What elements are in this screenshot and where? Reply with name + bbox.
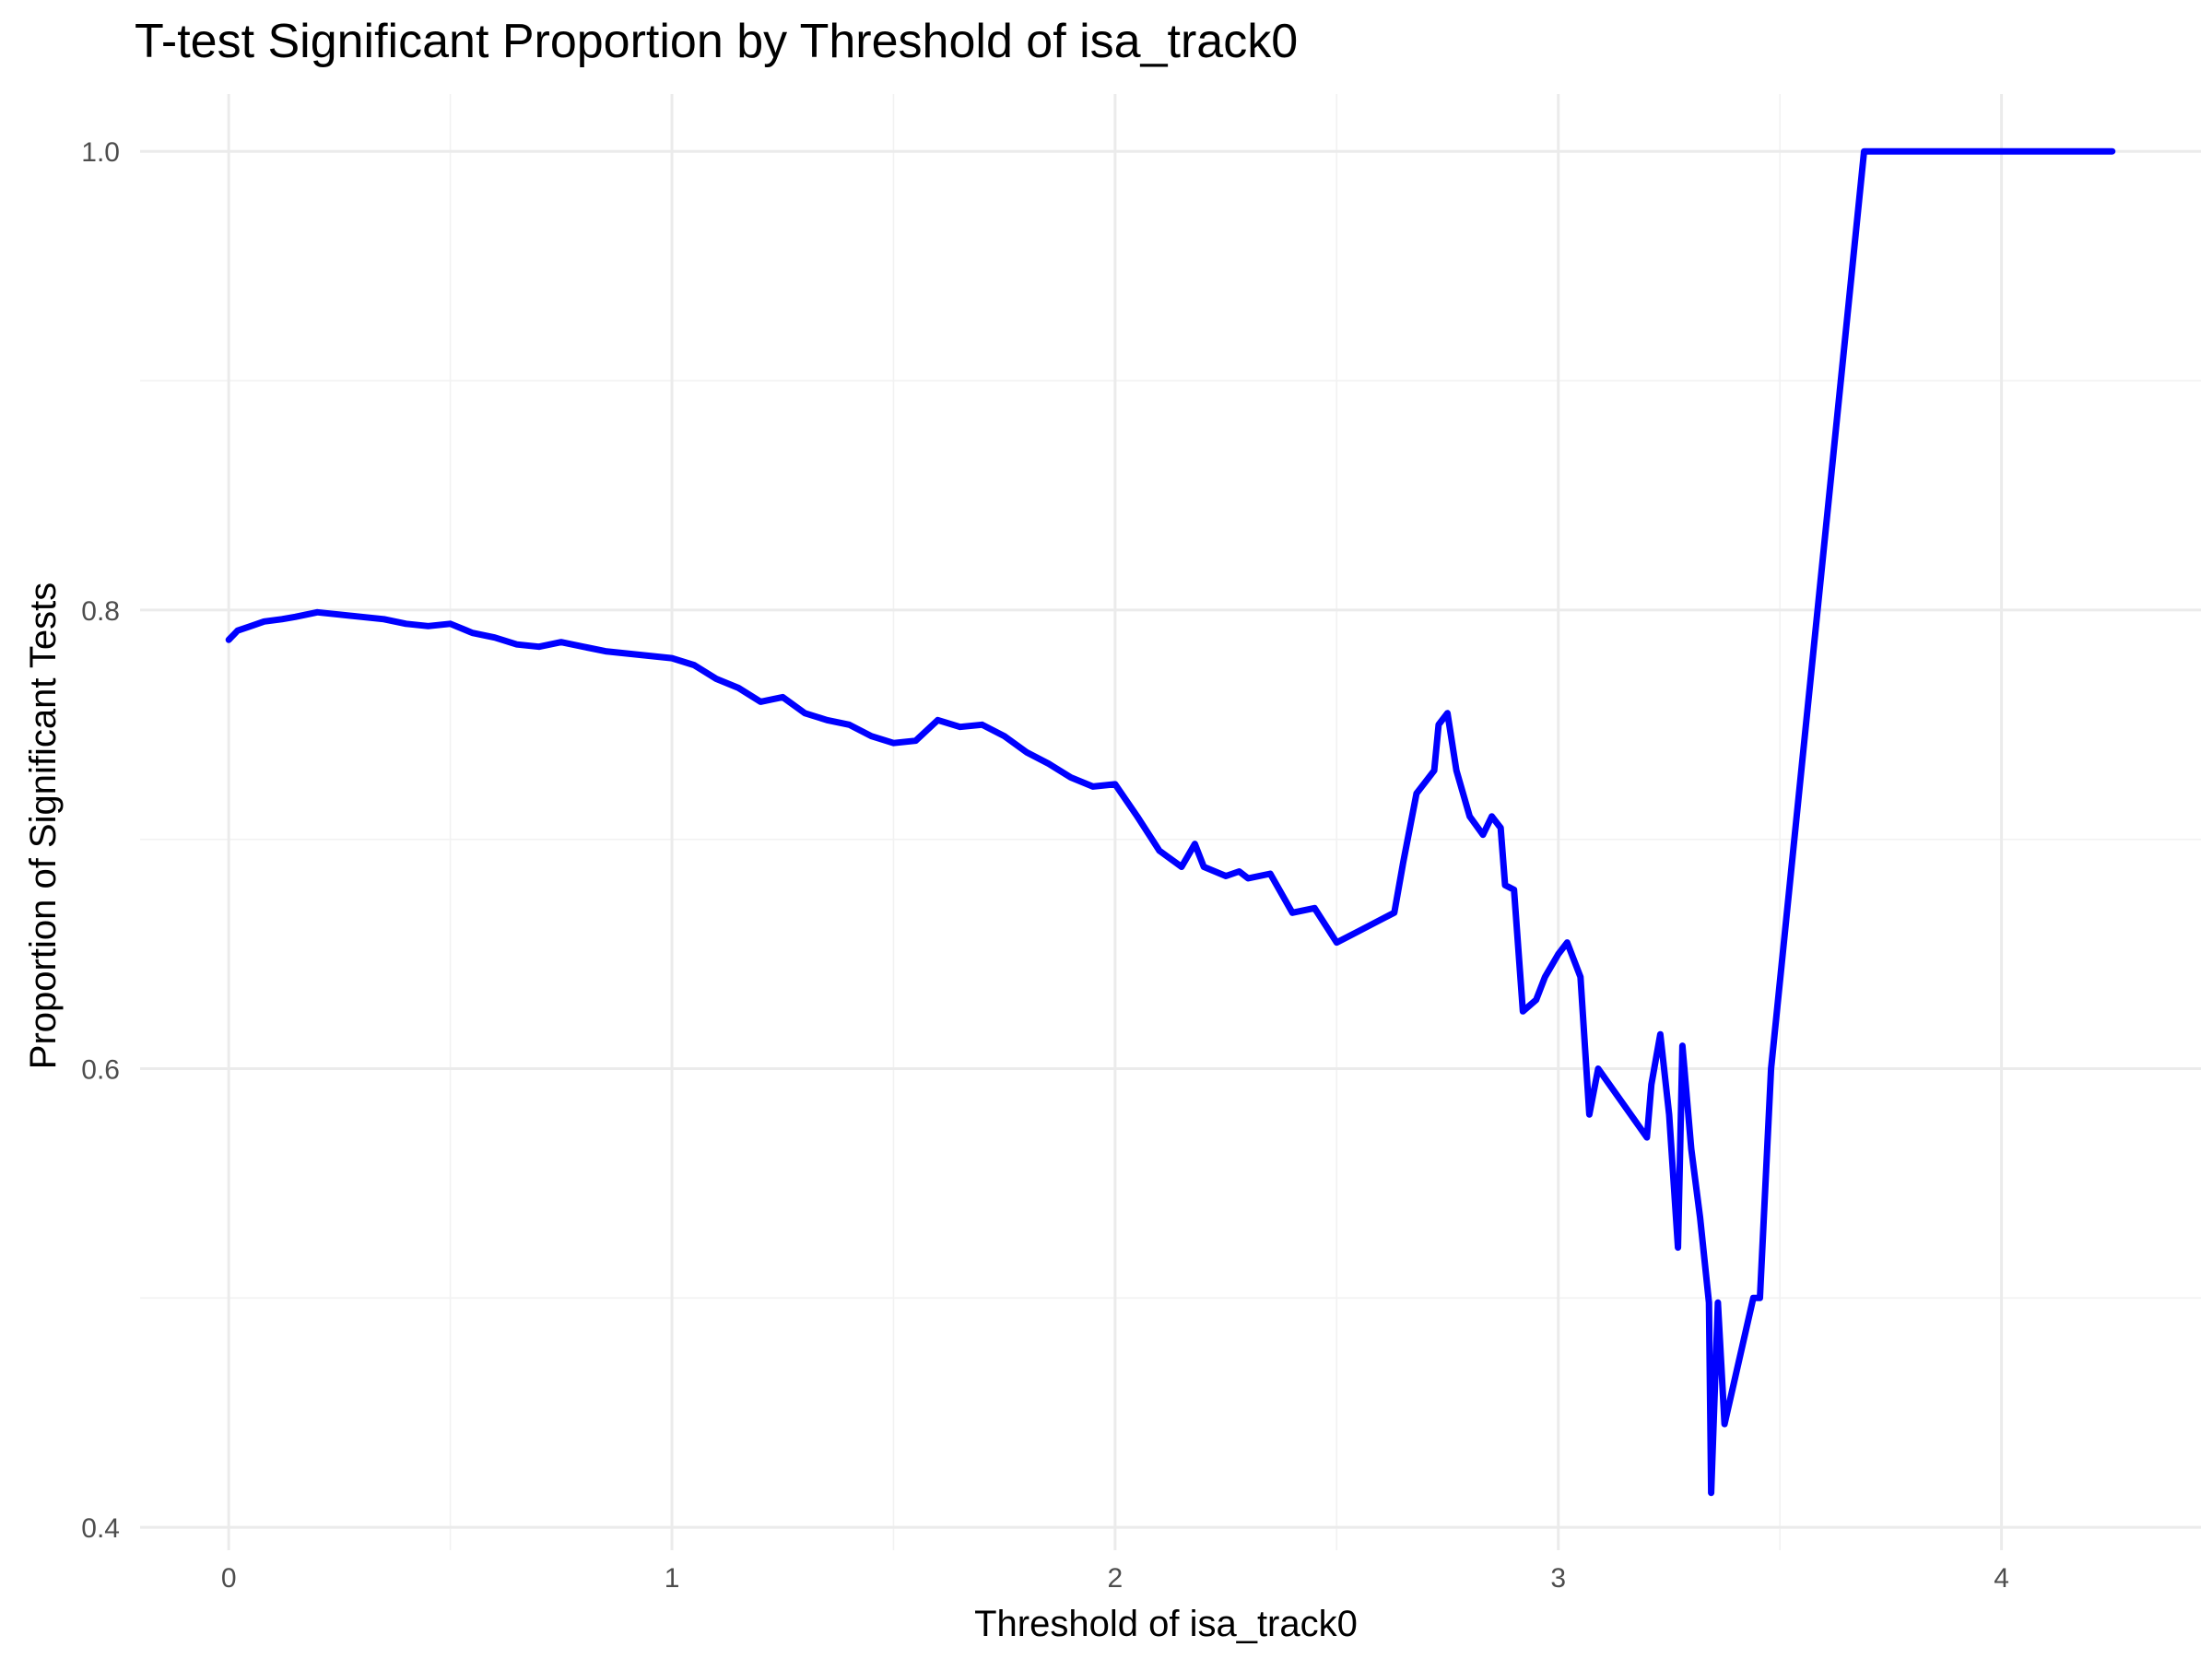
chart-title: T-test Significant Proportion by Thresho… [135,15,1298,68]
x-axis-title: Threshold of isa_track0 [974,1604,1358,1644]
y-axis-ticks: 0.4 0.6 0.8 1.0 [81,137,120,1544]
series-line [225,147,2116,1497]
gridlines [140,94,2201,1550]
y-tick-label: 0.8 [81,596,120,627]
major-gridlines [140,94,2201,1550]
series-group [225,147,2116,1497]
y-axis-title: Proportion of Significant Tests [23,582,64,1069]
y-tick-label: 1.0 [81,137,120,168]
x-tick-label: 0 [221,1563,237,1594]
minor-gridlines [140,94,2201,1550]
x-tick-label: 2 [1108,1563,1124,1594]
x-tick-label: 4 [1994,1563,2009,1594]
y-tick-label: 0.4 [81,1513,120,1544]
x-tick-label: 3 [1550,1563,1566,1594]
y-tick-label: 0.6 [81,1054,120,1085]
x-tick-label: 1 [665,1563,680,1594]
x-axis-ticks: 0 1 2 3 4 [221,1563,2009,1594]
